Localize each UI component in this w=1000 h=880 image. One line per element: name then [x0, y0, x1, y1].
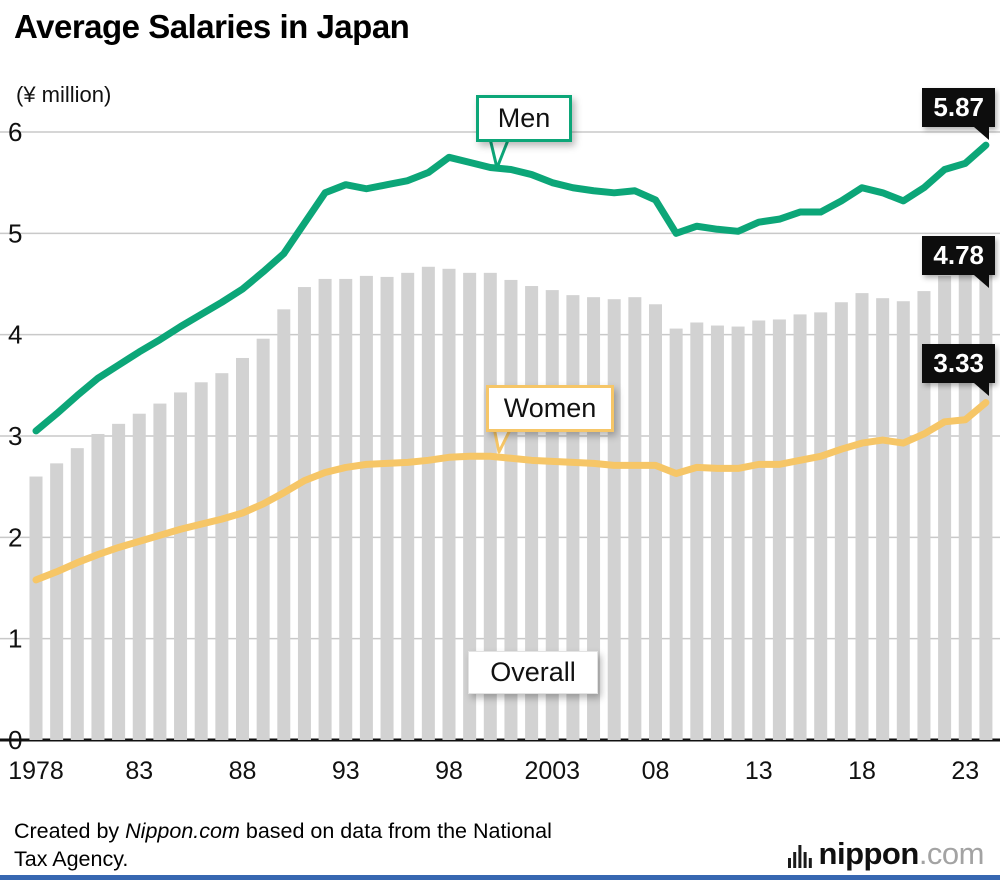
overall-bar [297, 287, 311, 740]
overall-bar [896, 301, 910, 740]
svg-text:2: 2 [8, 522, 22, 552]
page-title: Average Salaries in Japan [14, 8, 410, 45]
overall-bar [628, 297, 642, 740]
overall-bar [607, 299, 621, 740]
overall-bar [277, 309, 291, 740]
men-series-label: Men [476, 95, 572, 142]
men-line [32, 141, 990, 435]
overall-bar [938, 275, 952, 740]
svg-text:3: 3 [8, 421, 22, 451]
overall-bar [710, 325, 724, 740]
x-axis-labels: 1978 83 88 93 98 2003 08 13 18 23 [8, 757, 979, 785]
overall-bar [669, 328, 683, 740]
overall-bar [917, 291, 931, 740]
overall-bar [174, 392, 188, 740]
overall-bar [50, 463, 64, 740]
overall-series-label-text: Overall [490, 657, 576, 687]
overall-bar [380, 276, 394, 740]
nippon-logo: nippon .com [787, 836, 985, 872]
overall-bar [112, 423, 126, 740]
svg-text:13: 13 [745, 757, 773, 785]
footer-credit: Created by Nippon.com based on data from… [14, 817, 574, 874]
overall-bar [772, 319, 786, 740]
nippon-logo-name: nippon [818, 836, 920, 871]
svg-text:2003: 2003 [524, 757, 580, 785]
overall-bar [70, 448, 84, 740]
overall-series-label: Overall [468, 651, 598, 694]
svg-text:0: 0 [8, 725, 22, 755]
overall-bar [958, 273, 972, 740]
overall-bar [979, 255, 993, 740]
overall-bar [153, 403, 167, 740]
men-end-value-badge: 5.87 [922, 88, 995, 140]
svg-text:23: 23 [951, 757, 979, 785]
nippon-logo-icon [787, 845, 812, 868]
overall-bar [463, 272, 477, 740]
overall-bar [318, 278, 332, 740]
women-series-label: Women [486, 385, 614, 432]
trend-lines [32, 141, 990, 584]
svg-text:1978: 1978 [8, 757, 64, 785]
women-end-value-badge: 3.33 [922, 344, 995, 396]
overall-bar [752, 320, 766, 740]
svg-text:4: 4 [8, 320, 22, 350]
overall-bar [855, 293, 869, 740]
svg-text:83: 83 [125, 757, 153, 785]
overall-bar [194, 382, 208, 740]
men-series-label-text: Men [497, 103, 551, 133]
y-axis-labels: 0 1 2 3 4 5 6 [8, 117, 22, 755]
overall-bar [814, 312, 828, 740]
overall-bar [359, 275, 373, 740]
svg-text:1: 1 [8, 624, 22, 654]
overall-bar [876, 298, 890, 740]
overall-bar [91, 433, 105, 740]
overall-bar [236, 357, 249, 740]
overall-bar [793, 314, 807, 740]
overall-bar [834, 302, 848, 740]
overall-bar [690, 322, 704, 740]
svg-text:18: 18 [848, 757, 876, 785]
overall-bar [401, 272, 415, 740]
svg-text:5: 5 [8, 218, 22, 248]
nippon-logo-tld: .com [918, 836, 985, 871]
overall-bar [649, 304, 662, 740]
overall-bar [731, 326, 745, 740]
overall-bar [215, 373, 229, 740]
svg-text:93: 93 [332, 757, 360, 785]
overall-bar [256, 338, 270, 740]
credit-rest: based on data from the National Tax Agen… [14, 819, 552, 872]
svg-text:88: 88 [229, 757, 257, 785]
bottom-accent-bar [0, 875, 1000, 880]
credit-source: Nippon.com [125, 819, 240, 843]
overall-bar [132, 413, 146, 740]
y-axis-unit-label: (¥ million) [16, 82, 112, 107]
overall-bar [339, 278, 353, 740]
overall-bar [29, 476, 43, 740]
svg-text:08: 08 [642, 757, 670, 785]
overall-end-value-badge: 4.78 [922, 236, 995, 288]
women-line [32, 399, 990, 584]
overall-bar [421, 266, 435, 740]
credit-prefix: Created by [14, 819, 126, 843]
women-series-label-text: Women [503, 393, 597, 423]
svg-text:6: 6 [8, 117, 22, 147]
overall-bar [442, 268, 456, 740]
svg-text:98: 98 [435, 757, 463, 785]
